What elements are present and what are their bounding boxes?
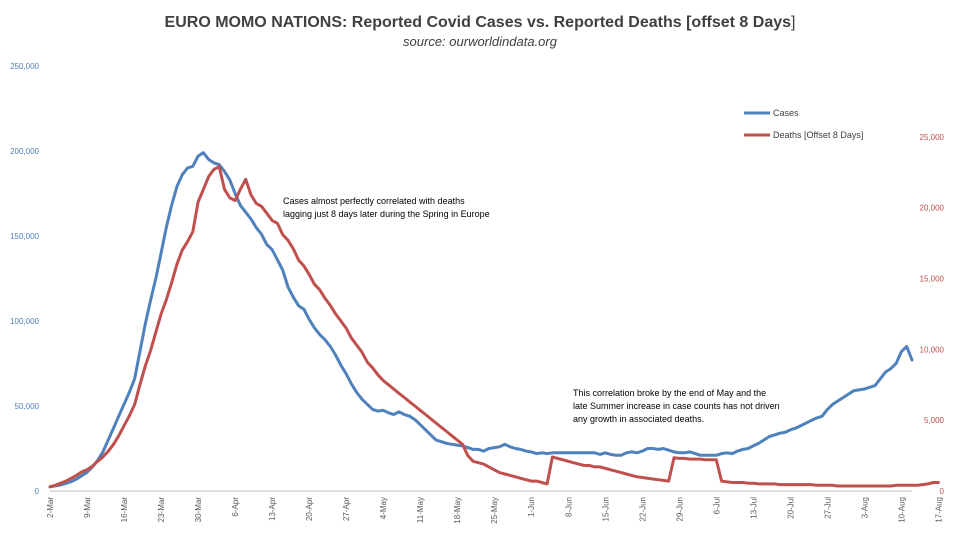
x-tick-label: 17-Aug <box>934 497 943 523</box>
x-tick-label: 8-Jun <box>564 497 573 517</box>
x-tick-label: 16-Mar <box>120 497 129 523</box>
legend: Cases Deaths [Offset 8 Days] <box>744 108 863 140</box>
x-tick-label: 20-Jul <box>786 497 795 519</box>
y-left-tick-label: 250,000 <box>10 62 39 71</box>
x-tick-label: 1-Jun <box>527 497 536 517</box>
y-right-tick-label: 5,000 <box>924 416 945 425</box>
x-tick-label: 6-Jul <box>712 497 721 515</box>
annotation-line: Cases almost perfectly correlated with d… <box>283 196 465 206</box>
y-left-tick-label: 150,000 <box>10 232 39 241</box>
x-tick-label: 13-Jul <box>749 497 758 519</box>
x-tick-label: 15-Jun <box>601 497 610 521</box>
y-right-tick-label: 20,000 <box>920 204 945 213</box>
x-tick-label: 20-Apr <box>305 497 314 521</box>
series-layer <box>48 151 940 489</box>
y-right-tick-label: 15,000 <box>920 275 945 284</box>
x-tick-label: 9-Mar <box>83 497 92 518</box>
x-tick-label: 29-Jun <box>675 497 684 521</box>
deaths-series-line <box>48 165 940 489</box>
annotation-line: This correlation broke by the end of May… <box>573 388 766 398</box>
y-axis-right-ticks: 0 5,000 10,000 15,000 20,000 25,000 <box>920 133 945 496</box>
chart-subtitle: source: ourworldindata.org <box>403 34 558 49</box>
legend-label: Deaths [Offset 8 Days] <box>773 130 863 140</box>
x-tick-label: 11-May <box>416 497 425 523</box>
chart-title-main: EURO MOMO NATIONS: Reported Covid Cases … <box>165 14 792 31</box>
y-left-tick-label: 200,000 <box>10 147 39 156</box>
y-right-tick-label: 10,000 <box>920 345 945 354</box>
y-left-tick-label: 50,000 <box>15 402 40 411</box>
y-right-tick-label: 25,000 <box>920 133 945 142</box>
x-tick-label: 27-Apr <box>342 497 351 521</box>
x-tick-label: 23-Mar <box>157 497 166 523</box>
y-left-tick-label: 0 <box>35 487 40 496</box>
annotation-line: late Summer increase in case counts has … <box>573 401 780 411</box>
x-tick-label: 25-May <box>490 497 499 524</box>
x-tick-label: 4-May <box>379 497 388 519</box>
cases-series-line <box>48 151 914 489</box>
x-tick-label: 22-Jun <box>638 497 647 521</box>
legend-label: Cases <box>773 108 799 118</box>
x-axis-ticks: 2-Mar 9-Mar 16-Mar 23-Mar 30-Mar 6-Apr 13-Apr 2… <box>46 497 943 524</box>
chart-title-tail: ] <box>791 14 795 31</box>
annotations: Cases almost perfectly correlated with d… <box>283 196 780 424</box>
chart-title: EURO MOMO NATIONS: Reported Covid Cases … <box>165 14 796 31</box>
y-axis-left-ticks: 0 50,000 100,000 150,000 200,000 250,000 <box>10 62 39 496</box>
x-tick-label: 6-Apr <box>231 497 240 517</box>
x-tick-label: 27-Jul <box>823 497 832 519</box>
annotation-line: lagging just 8 days later during the Spr… <box>283 209 490 219</box>
x-tick-label: 3-Aug <box>860 497 869 518</box>
x-tick-label: 18-May <box>453 497 462 524</box>
y-right-tick-label: 0 <box>940 487 945 496</box>
x-tick-label: 10-Aug <box>897 497 906 523</box>
x-tick-label: 30-Mar <box>194 497 203 523</box>
annotation-line: any growth in associated deaths. <box>573 414 704 424</box>
x-tick-label: 2-Mar <box>46 497 55 518</box>
x-tick-label: 13-Apr <box>268 497 277 521</box>
y-left-tick-label: 100,000 <box>10 317 39 326</box>
